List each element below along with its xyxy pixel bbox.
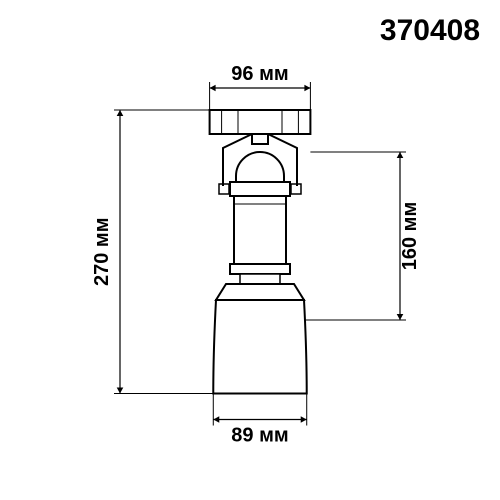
dim-label-body-height: 160 мм: [399, 202, 421, 271]
dimension-diagram: 370408 96 мм 89 мм 270 мм 160 мм: [0, 0, 500, 500]
dim-label-full-height: 270 мм: [91, 217, 113, 286]
dim-label-bottom-width: 89 мм: [231, 425, 288, 447]
product-code: 370408: [380, 14, 480, 47]
dim-label-top-width: 96 мм: [231, 63, 288, 85]
lamp-drawing: [210, 110, 311, 394]
